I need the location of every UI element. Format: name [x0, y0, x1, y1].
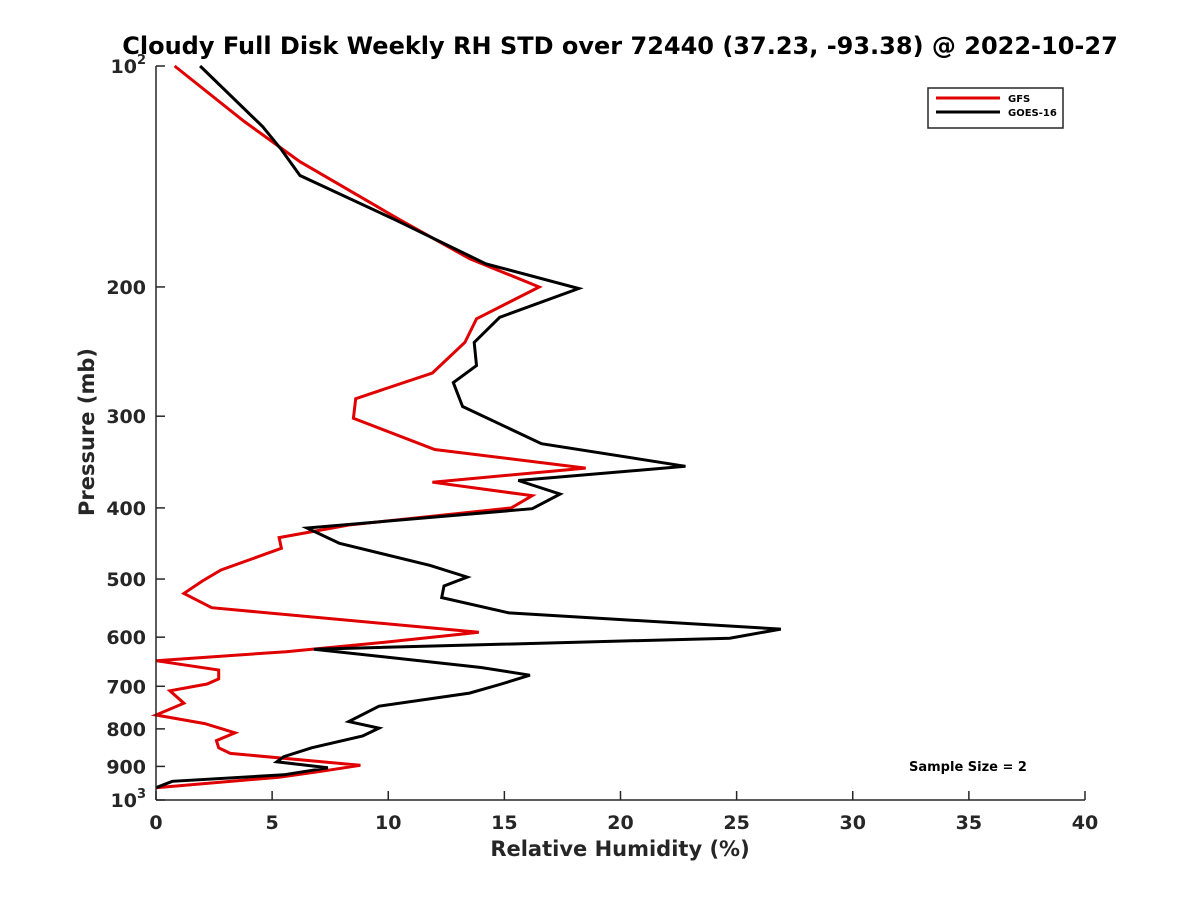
y-tick-label: 300	[106, 406, 146, 428]
x-tick-label: 30	[840, 812, 866, 834]
x-tick-label: 40	[1072, 812, 1098, 834]
y-axis-label: Pressure (mb)	[75, 348, 99, 516]
y-tick-label: 600	[106, 627, 146, 649]
y-tick-label: 800	[106, 719, 146, 741]
sample-size-annotation: Sample Size = 2	[909, 760, 1027, 775]
x-tick-label: 15	[491, 812, 517, 834]
legend: GFS GOES-16	[927, 87, 1064, 129]
x-tick-label: 10	[375, 812, 401, 834]
x-tick-label: 5	[266, 812, 279, 834]
x-axis-label: Relative Humidity (%)	[490, 837, 749, 861]
y-tick-label: 103	[111, 787, 147, 812]
series-line-goes-16	[155, 64, 782, 790]
plot-area	[150, 64, 782, 790]
y-tick-label: 500	[106, 569, 146, 591]
y-tick-label: 400	[106, 498, 146, 520]
x-tick-label: 25	[723, 812, 749, 834]
legend-box	[927, 87, 1064, 129]
chart-title: Cloudy Full Disk Weekly RH STD over 7244…	[122, 32, 1118, 60]
series-line-gfs	[150, 64, 586, 790]
legend-label-gfs: GFS	[1008, 94, 1030, 105]
y-tick-label: 200	[106, 277, 146, 299]
legend-label-goes-16: GOES-16	[1008, 108, 1057, 119]
axes: 0 5 10 15 20 25 30 35 40 102 200 300 400 500 600 700 800…	[106, 53, 1098, 834]
x-tick-label: 20	[607, 812, 633, 834]
x-tick-label: 0	[149, 812, 162, 834]
y-tick-label: 700	[106, 676, 146, 698]
x-tick-label: 35	[956, 812, 982, 834]
y-tick-label: 102	[111, 53, 147, 78]
y-tick-label: 900	[106, 756, 146, 778]
